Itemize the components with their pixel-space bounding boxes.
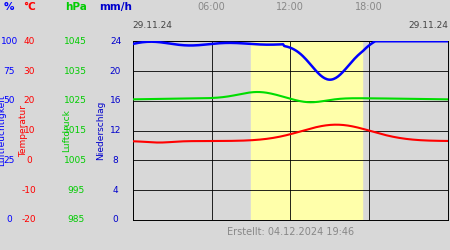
Text: 8: 8: [112, 156, 118, 165]
Text: 12:00: 12:00: [276, 2, 304, 12]
Text: 29.11.24: 29.11.24: [408, 21, 448, 30]
Text: 50: 50: [4, 96, 15, 105]
Text: 1045: 1045: [64, 37, 87, 46]
Text: 24: 24: [110, 37, 121, 46]
Text: Niederschlag: Niederschlag: [96, 101, 105, 160]
Text: hPa: hPa: [65, 2, 86, 12]
Text: 0: 0: [112, 216, 118, 224]
Text: Temperatur: Temperatur: [19, 104, 28, 156]
Text: mm/h: mm/h: [99, 2, 132, 12]
Text: 4: 4: [112, 186, 118, 195]
Text: 30: 30: [23, 66, 35, 76]
Text: -10: -10: [22, 186, 36, 195]
Text: 20: 20: [110, 66, 121, 76]
Text: 06:00: 06:00: [198, 2, 225, 12]
Text: 12: 12: [110, 126, 121, 135]
Text: -20: -20: [22, 216, 36, 224]
Text: 25: 25: [4, 156, 15, 165]
Text: 995: 995: [67, 186, 84, 195]
Text: 0: 0: [6, 216, 12, 224]
Text: 20: 20: [23, 96, 35, 105]
Text: 1005: 1005: [64, 156, 87, 165]
Text: 1015: 1015: [64, 126, 87, 135]
Text: 75: 75: [4, 66, 15, 76]
Text: 1025: 1025: [64, 96, 87, 105]
Text: 29.11.24: 29.11.24: [133, 21, 173, 30]
Text: Luftdruck: Luftdruck: [62, 109, 71, 152]
Text: °C: °C: [23, 2, 36, 12]
Text: 16: 16: [110, 96, 121, 105]
Text: 40: 40: [23, 37, 35, 46]
Text: 18:00: 18:00: [355, 2, 383, 12]
Text: Luftfeuchtigkeit: Luftfeuchtigkeit: [0, 95, 6, 166]
Text: 985: 985: [67, 216, 84, 224]
Text: 10: 10: [23, 126, 35, 135]
Text: 0: 0: [27, 156, 32, 165]
Text: %: %: [4, 2, 14, 12]
Text: Erstellt: 04.12.2024 19:46: Erstellt: 04.12.2024 19:46: [227, 227, 354, 237]
Text: 1035: 1035: [64, 66, 87, 76]
Bar: [251, 41, 362, 220]
Text: 100: 100: [0, 37, 18, 46]
